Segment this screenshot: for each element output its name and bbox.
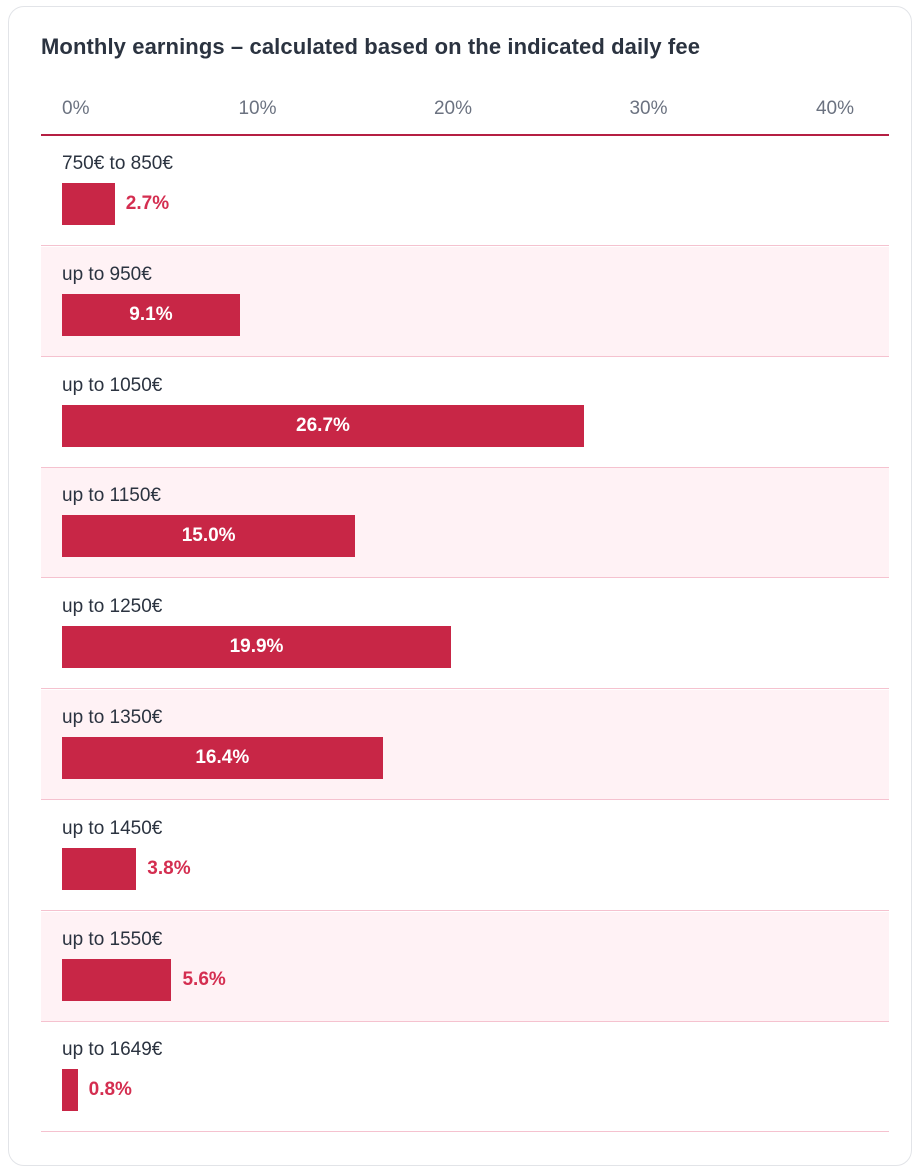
bar-row: up to 1550€ 5.6% xyxy=(41,911,889,1022)
bar-row: up to 1350€ 16.4% xyxy=(41,690,889,800)
category-label: up to 1649€ xyxy=(62,1039,163,1061)
bar-value-label: 16.4% xyxy=(195,747,250,768)
category-label: up to 1350€ xyxy=(62,707,163,728)
bar xyxy=(62,293,240,336)
category-label: up to 1450€ xyxy=(62,817,163,839)
bar xyxy=(62,515,356,558)
category-label: up to 1550€ xyxy=(62,928,163,950)
chart-title: Monthly earnings – calculated based on t… xyxy=(41,34,701,59)
bar xyxy=(62,626,452,669)
bar-value-label: 3.8% xyxy=(147,857,191,879)
bar-value-label: 26.7% xyxy=(296,414,350,436)
bar xyxy=(62,958,172,1001)
category-label: up to 1050€ xyxy=(62,374,163,396)
bar-value-label: 15.0% xyxy=(181,525,236,547)
bar xyxy=(62,847,137,890)
category-label: 750€ to 850€ xyxy=(62,153,173,174)
x-tick-label: 0% xyxy=(62,98,90,119)
bar-row: up to 1050€ 26.7% xyxy=(41,358,889,468)
bar-row: up to 1150€ 15.0% xyxy=(41,468,889,579)
bar xyxy=(62,183,115,225)
x-tick-label: 40% xyxy=(815,98,854,119)
bar-value-label: 0.8% xyxy=(88,1079,132,1101)
bar-row: up to 1250€ 19.9% xyxy=(41,579,889,690)
bar-value-label: 19.9% xyxy=(229,636,284,658)
bar xyxy=(62,737,383,779)
category-label: up to 1250€ xyxy=(62,596,163,618)
bar-value-label: 2.7% xyxy=(125,193,170,214)
bar xyxy=(62,404,584,447)
category-label: up to 1150€ xyxy=(62,485,161,507)
bar-value-label: 9.1% xyxy=(129,303,173,325)
bar-row: up to 1649€ 0.8% xyxy=(41,1022,889,1133)
x-tick-label: 30% xyxy=(629,98,668,119)
bar-row: up to 950€ 9.1% xyxy=(41,246,889,357)
bar xyxy=(62,1069,78,1112)
bar-row: up to 1450€ 3.8% xyxy=(41,801,889,911)
x-axis-line xyxy=(41,134,889,136)
category-label: up to 950€ xyxy=(62,263,152,285)
x-tick-label: 20% xyxy=(433,98,473,119)
bar-row: 750€ to 850€ 2.7% xyxy=(41,136,889,246)
bar-value-label: 5.6% xyxy=(182,968,226,990)
x-tick-label: 10% xyxy=(238,98,277,119)
